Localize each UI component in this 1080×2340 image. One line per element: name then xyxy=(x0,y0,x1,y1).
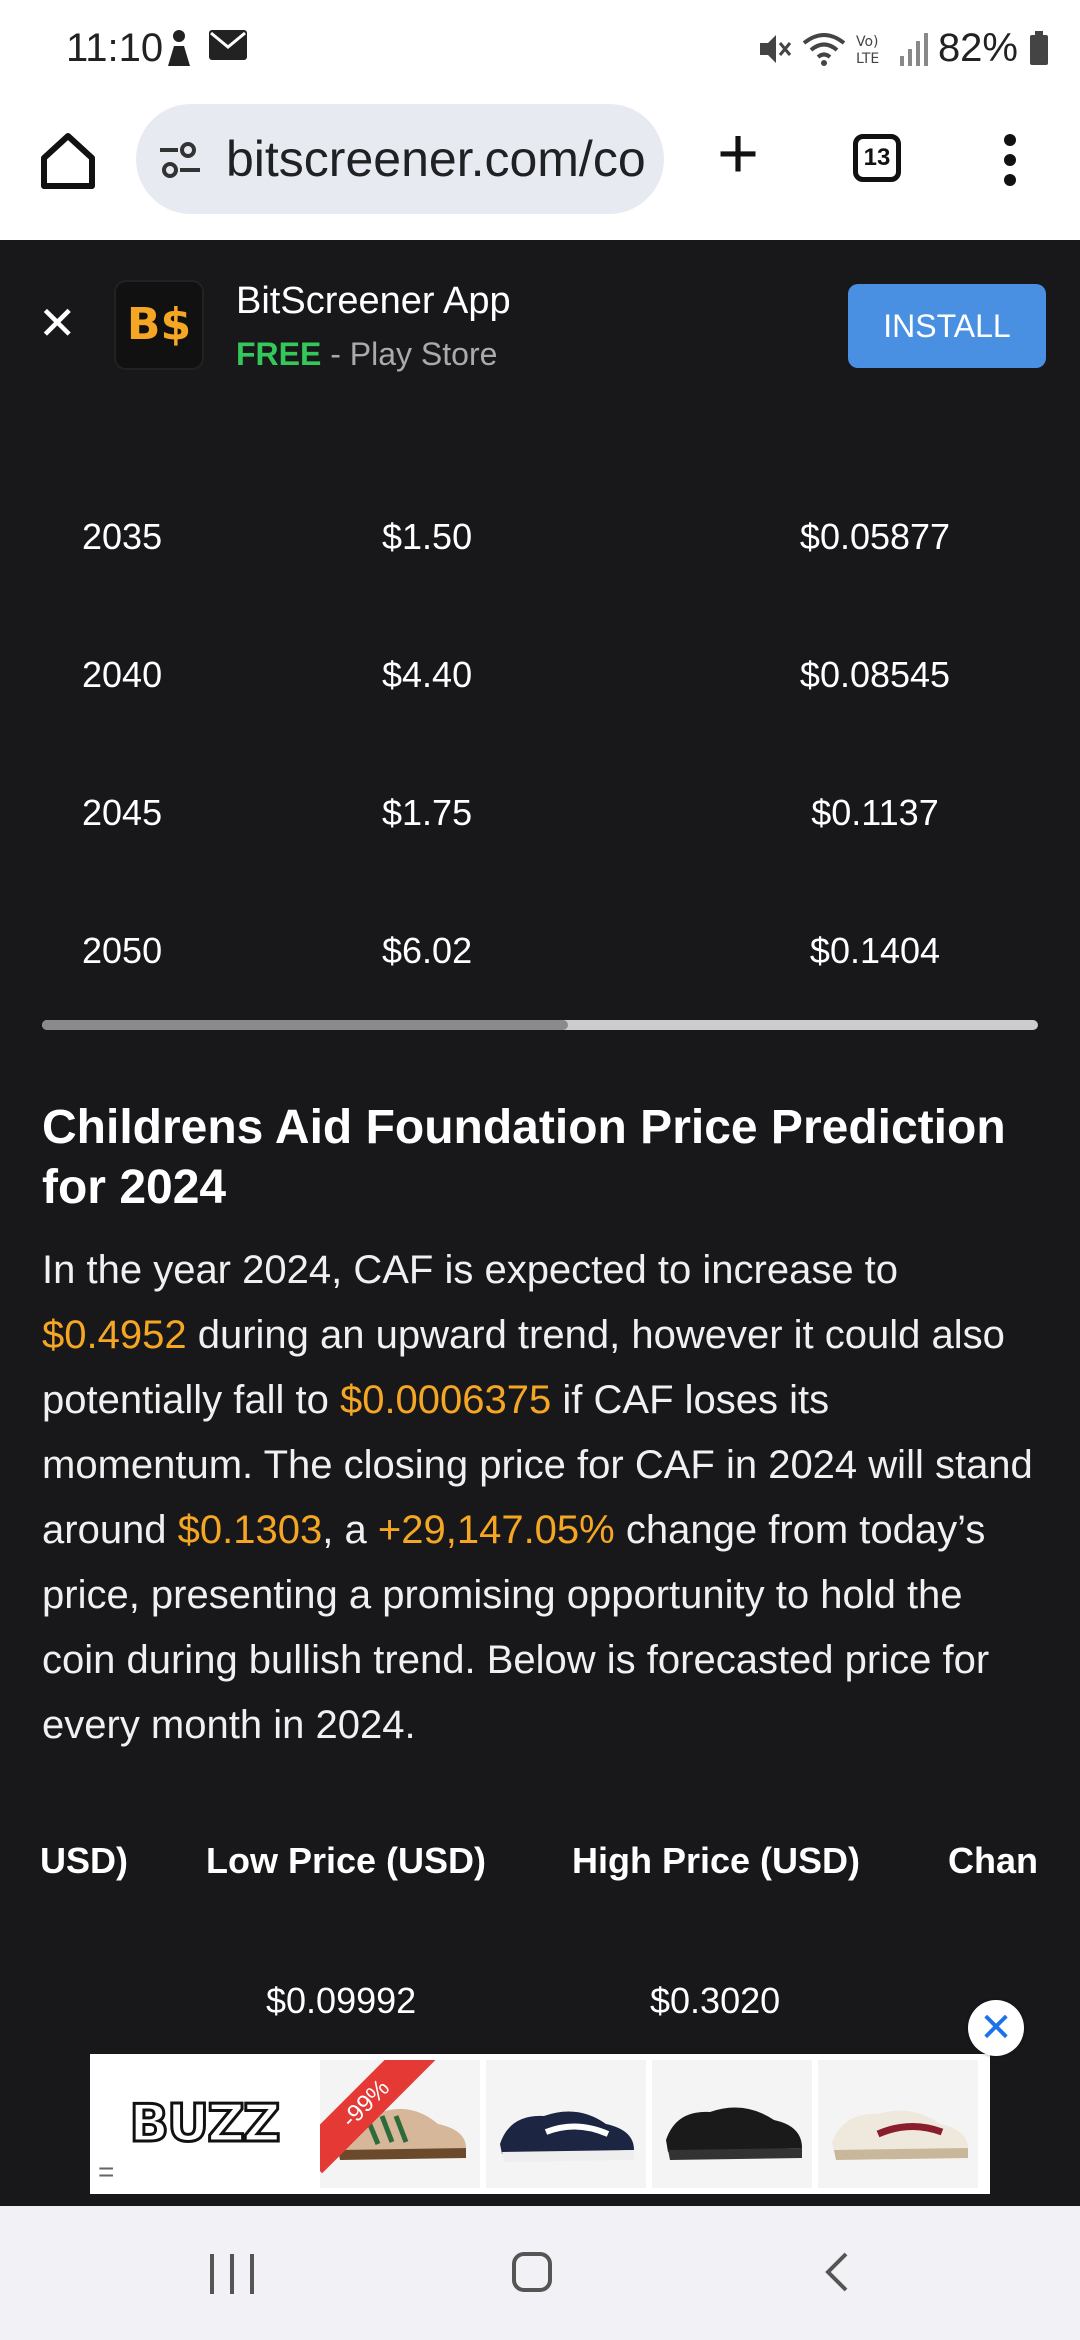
home-button[interactable] xyxy=(512,2252,552,2292)
close-banner-icon[interactable]: ✕ xyxy=(38,297,77,349)
ad-product-tile[interactable] xyxy=(652,2060,812,2188)
table-row: 2050 $6.02 $0.1404 xyxy=(42,884,1038,1022)
mail-icon xyxy=(209,30,247,60)
status-right-icons: Vo) LTE 82% xyxy=(756,26,1050,71)
battery-icon xyxy=(1030,30,1048,65)
year-cell: 2040 xyxy=(82,654,163,695)
sneaker-image xyxy=(832,2110,968,2160)
app-install-banner: ✕ B$ BitScreener App FREE - Play Store I… xyxy=(0,240,1080,410)
svg-text:LTE: LTE xyxy=(856,51,879,67)
svg-text:Vo): Vo) xyxy=(856,34,879,50)
high-price-cell: $0.3020 xyxy=(650,1980,781,2021)
closing-price-value: $0.1303 xyxy=(177,1508,323,1552)
url-text[interactable]: bitscreener.com/co xyxy=(226,131,646,187)
app-title: BitScreener App xyxy=(236,280,511,322)
change-percent-value: +29,147.05% xyxy=(377,1508,615,1552)
overflow-menu-icon[interactable] xyxy=(1000,134,1020,186)
browser-toolbar: bitscreener.com/co + 13 xyxy=(0,100,1080,242)
high-price-cell: $6.02 xyxy=(382,930,473,971)
sneaker-image xyxy=(500,2111,634,2162)
install-button[interactable]: INSTALL xyxy=(848,284,1046,368)
table-row: 2040 $4.40 $0.08545 xyxy=(42,608,1038,746)
store-label: - Play Store xyxy=(321,336,498,372)
column-header: Low Price (USD) xyxy=(206,1840,487,1881)
signal-icon xyxy=(899,32,928,66)
column-header: High Price (USD) xyxy=(572,1840,861,1881)
mute-icon xyxy=(759,34,792,63)
wifi-icon xyxy=(802,32,846,66)
scrollbar-thumb[interactable] xyxy=(42,1020,568,1030)
home-icon[interactable] xyxy=(36,128,100,192)
year-cell: 2035 xyxy=(82,516,163,557)
app-logo: B$ xyxy=(116,282,202,368)
table-row: $0.09992 $0.3020 xyxy=(0,1980,1080,2030)
site-settings-icon[interactable] xyxy=(158,142,202,178)
ad-info-icon[interactable]: = xyxy=(98,2156,115,2187)
low-price-cell: $0.05877 xyxy=(799,516,951,557)
prediction-table: 2035 $1.50 $0.05877 2040 $4.40 $0.08545 … xyxy=(42,470,1038,1022)
ad-product-tile[interactable]: -99% xyxy=(320,2060,480,2188)
sneaker-image xyxy=(666,2107,802,2160)
high-price-cell: $1.75 xyxy=(382,792,473,833)
year-cell: 2050 xyxy=(82,930,163,971)
monthly-table-header: USD) Low Price (USD) High Price (USD) Ch… xyxy=(0,1840,1080,1900)
low-price-cell: $0.08545 xyxy=(799,654,951,695)
column-header: USD) xyxy=(40,1840,128,1881)
low-price-cell: $0.1137 xyxy=(811,792,939,833)
ad-close-icon[interactable]: ✕ xyxy=(968,2000,1024,2056)
app-store-info: FREE - Play Store xyxy=(236,336,497,373)
ad-brand-logo[interactable]: BUZZ xyxy=(128,2093,282,2156)
status-bar: 11:10 Vo) LTE 82% xyxy=(0,0,1080,100)
section-heading: Childrens Aid Foundation Price Predictio… xyxy=(42,1101,1006,1214)
ad-product-tile[interactable] xyxy=(818,2060,978,2188)
high-price-cell: $4.40 xyxy=(382,654,473,695)
free-label: FREE xyxy=(236,336,322,372)
url-bar[interactable]: bitscreener.com/co xyxy=(136,104,664,214)
recent-apps-button[interactable] xyxy=(210,2254,254,2294)
status-left-icons xyxy=(162,28,248,68)
figure-icon xyxy=(168,30,190,66)
battery-percent: 82% xyxy=(937,26,1018,70)
table-row: 2045 $1.75 $0.1137 xyxy=(42,746,1038,884)
system-nav-bar xyxy=(0,2206,1080,2340)
low-price-cell: $0.09992 xyxy=(266,1980,417,2021)
tab-switcher-button[interactable]: 13 xyxy=(853,134,901,182)
article-paragraph: In the year 2024, CAF is expected to inc… xyxy=(42,1248,1033,1747)
table-row: 2035 $1.50 $0.05877 xyxy=(42,470,1038,608)
column-header: Chan xyxy=(948,1840,1038,1881)
volte-icon: Vo)LTE xyxy=(856,34,879,67)
high-price-cell: $1.50 xyxy=(382,516,473,557)
high-price-value: $0.4952 xyxy=(42,1313,187,1357)
table-horizontal-scrollbar[interactable] xyxy=(42,1020,1038,1030)
low-price-cell: $0.1404 xyxy=(809,930,941,971)
low-price-value: $0.0006375 xyxy=(339,1378,552,1422)
back-icon[interactable] xyxy=(822,2250,852,2294)
ad-product-tile[interactable] xyxy=(486,2060,646,2188)
ad-banner[interactable]: BUZZ = -99% xyxy=(90,2054,990,2194)
status-time: 11:10 xyxy=(66,26,164,70)
year-cell: 2045 xyxy=(82,792,163,833)
new-tab-button[interactable]: + xyxy=(716,114,760,194)
